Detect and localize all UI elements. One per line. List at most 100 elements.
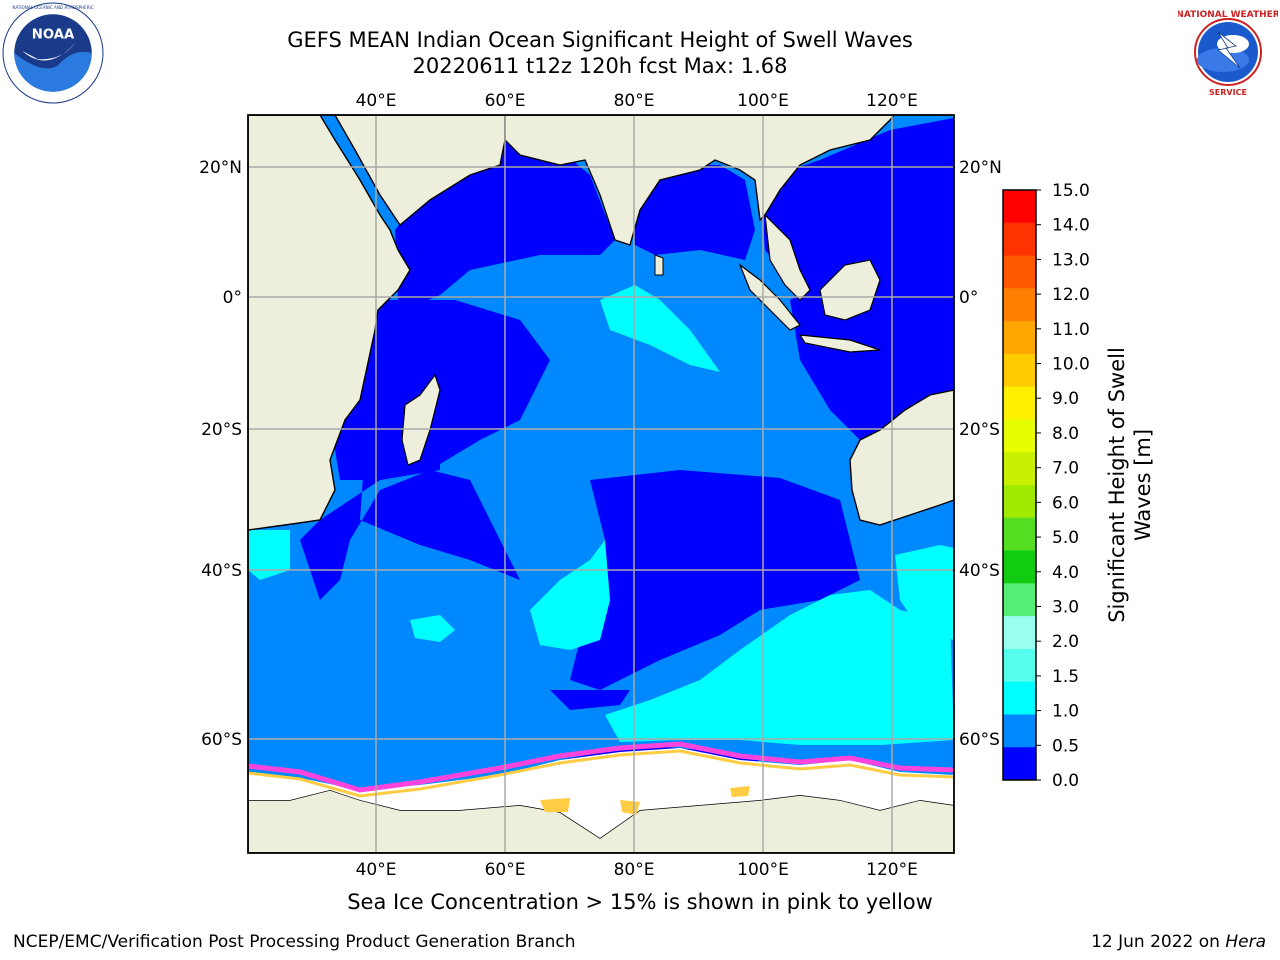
- lon-tick-top: 40°E: [356, 91, 397, 111]
- colorbar-title-line1: Significant Height of Swell: [1105, 347, 1129, 623]
- colorbar-tick-label: 7.0: [1052, 459, 1079, 479]
- colorbar: 15.0 14.0 13.0 12.0 11.0 10.0 9.0 8.0 7.0 6.0 5.0 4…: [1002, 181, 1090, 791]
- colorbar-title-line2: Waves [m]: [1131, 428, 1155, 542]
- mid-swell-central: [600, 285, 720, 372]
- colorbar-tick-label: 5.0: [1052, 528, 1079, 548]
- colorbar-swatch: [1003, 517, 1036, 552]
- low-swell-south-central: [570, 470, 860, 690]
- lat-tick-right: 20°S: [959, 420, 1000, 440]
- colorbar-tick-label: 15.0: [1052, 181, 1090, 201]
- lon-tick-bottom: 40°E: [356, 860, 397, 880]
- lat-tick-right: 40°S: [959, 561, 1000, 581]
- svg-text:NATIONAL WEATHER: NATIONAL WEATHER: [1178, 10, 1278, 20]
- colorbar-tick-label: 12.0: [1052, 285, 1090, 305]
- colorbar-swatch: [1003, 222, 1036, 257]
- low-swell-southeast-asia: [760, 118, 954, 300]
- colorbar-tick-label: 1.5: [1052, 667, 1079, 687]
- lon-tick-top: 100°E: [737, 91, 789, 111]
- svg-text:NATIONAL OCEANIC AND ATMOSPHER: NATIONAL OCEANIC AND ATMOSPHERIC: [12, 5, 93, 10]
- ice-caption: Sea Ice Concentration > 15% is shown in …: [347, 890, 933, 914]
- colorbar-tick-label: 8.0: [1052, 424, 1079, 444]
- lon-tick-bottom: 120°E: [866, 860, 918, 880]
- colorbar-swatch: [1003, 485, 1036, 519]
- colorbar-swatch: [1003, 747, 1036, 781]
- ice-edge-pink: [248, 741, 954, 793]
- mid-swell-south: [605, 590, 954, 745]
- lon-tick-top: 120°E: [866, 91, 918, 111]
- land-india: [504, 115, 895, 246]
- colorbar-tick-label: 2.0: [1052, 632, 1079, 652]
- colorbar-tick-label: 13.0: [1052, 250, 1090, 270]
- lat-tick-left: 20°S: [201, 420, 242, 440]
- colorbar-tick-label: 1.0: [1052, 702, 1079, 722]
- lat-tick-left: 40°S: [201, 561, 242, 581]
- colorbar-tick-label: 3.0: [1052, 597, 1079, 617]
- lon-tick-bottom: 100°E: [737, 860, 789, 880]
- mid-swell-small: [410, 615, 455, 642]
- colorbar-tick-label: 9.0: [1052, 389, 1079, 409]
- lat-tick-left: 60°S: [201, 730, 242, 750]
- footer-credit: NCEP/EMC/Verification Post Processing Pr…: [13, 932, 576, 952]
- map-field: [248, 115, 954, 853]
- low-swell-bay-of-bengal: [630, 165, 755, 260]
- colorbar-swatch: [1003, 190, 1036, 224]
- colorbar-swatch: [1003, 616, 1036, 650]
- lon-tick-bottom: 60°E: [485, 860, 526, 880]
- map-frame: [247, 114, 955, 854]
- colorbar-swatch: [1003, 386, 1036, 420]
- mid-swell-southeast: [895, 545, 954, 640]
- sea-ice: [248, 748, 954, 838]
- lat-ticks-left: 20°N 0° 20°S 40°S 60°S: [199, 158, 242, 750]
- noaa-logo: NOAA NATIONAL OCEANIC AND ATMOSPHERIC: [2, 2, 104, 104]
- lat-tick-right: 20°N: [959, 158, 1002, 178]
- land-australia: [849, 389, 954, 526]
- chart-title: GEFS MEAN Indian Ocean Significant Heigh…: [287, 28, 913, 52]
- colorbar-swatch: [1003, 255, 1036, 289]
- land-java: [798, 334, 881, 353]
- lat-tick-right: 0°: [959, 288, 978, 308]
- colorbar-tick-label: 11.0: [1052, 320, 1090, 340]
- svg-text:NOAA: NOAA: [32, 28, 75, 43]
- chart-subtitle: 20220611 t12z 120h fcst Max: 1.68: [412, 54, 788, 78]
- lon-ticks-top: 40°E 60°E 80°E 100°E 120°E: [356, 91, 918, 111]
- low-swell-southwest-shelf: [550, 690, 630, 710]
- land-madagascar: [401, 373, 441, 466]
- colorbar-swatch: [1003, 452, 1036, 486]
- lon-tick-top: 60°E: [485, 91, 526, 111]
- colorbar-swatch: [1003, 288, 1036, 322]
- colorbar-tick-label: 0.5: [1052, 736, 1079, 756]
- colorbar-swatch: [1003, 648, 1036, 683]
- colorbar-swatch: [1003, 714, 1036, 748]
- mid-swell-west: [248, 530, 290, 580]
- colorbar-tick-label: 6.0: [1052, 493, 1079, 513]
- land-sri-lanka: [654, 254, 664, 276]
- lon-tick-bottom: 80°E: [614, 860, 655, 880]
- land-borneo: [819, 259, 881, 321]
- colorbar-tick-label: 14.0: [1052, 216, 1090, 236]
- mid-swell-kerguelen: [530, 540, 610, 650]
- colorbar-swatch: [1003, 321, 1036, 355]
- nws-logo: NATIONAL WEATHER SERVICE: [1178, 4, 1278, 100]
- lat-tick-right: 60°S: [959, 730, 1000, 750]
- low-swell-arabian-sea: [330, 140, 615, 420]
- colorbar-frame: [1002, 189, 1037, 781]
- lon-ticks-bottom: 40°E 60°E 80°E 100°E 120°E: [356, 860, 918, 880]
- colorbar-tick-label: 0.0: [1052, 771, 1079, 791]
- lat-tick-left: 20°N: [199, 158, 242, 178]
- footer-date-text: 12 Jun 2022 on: [1091, 932, 1226, 952]
- colorbar-swatch: [1003, 353, 1036, 388]
- lat-tick-left: 0°: [223, 288, 242, 308]
- colorbar-swatch: [1003, 419, 1036, 453]
- land-malay: [764, 213, 811, 301]
- gridlines: [248, 115, 954, 853]
- ice-edge-yellow: [248, 749, 954, 798]
- colorbar-swatch: [1003, 583, 1036, 617]
- colorbar-tick-label: 10.0: [1052, 355, 1090, 375]
- svg-text:SERVICE: SERVICE: [1209, 88, 1247, 97]
- colorbar-swatch: [1003, 550, 1036, 584]
- colorbar-swatch: [1003, 681, 1036, 715]
- lat-ticks-right: 20°N 0° 20°S 40°S 60°S: [959, 158, 1002, 750]
- footer-date: 12 Jun 2022 on Hera: [1091, 932, 1266, 952]
- lon-tick-top: 80°E: [614, 91, 655, 111]
